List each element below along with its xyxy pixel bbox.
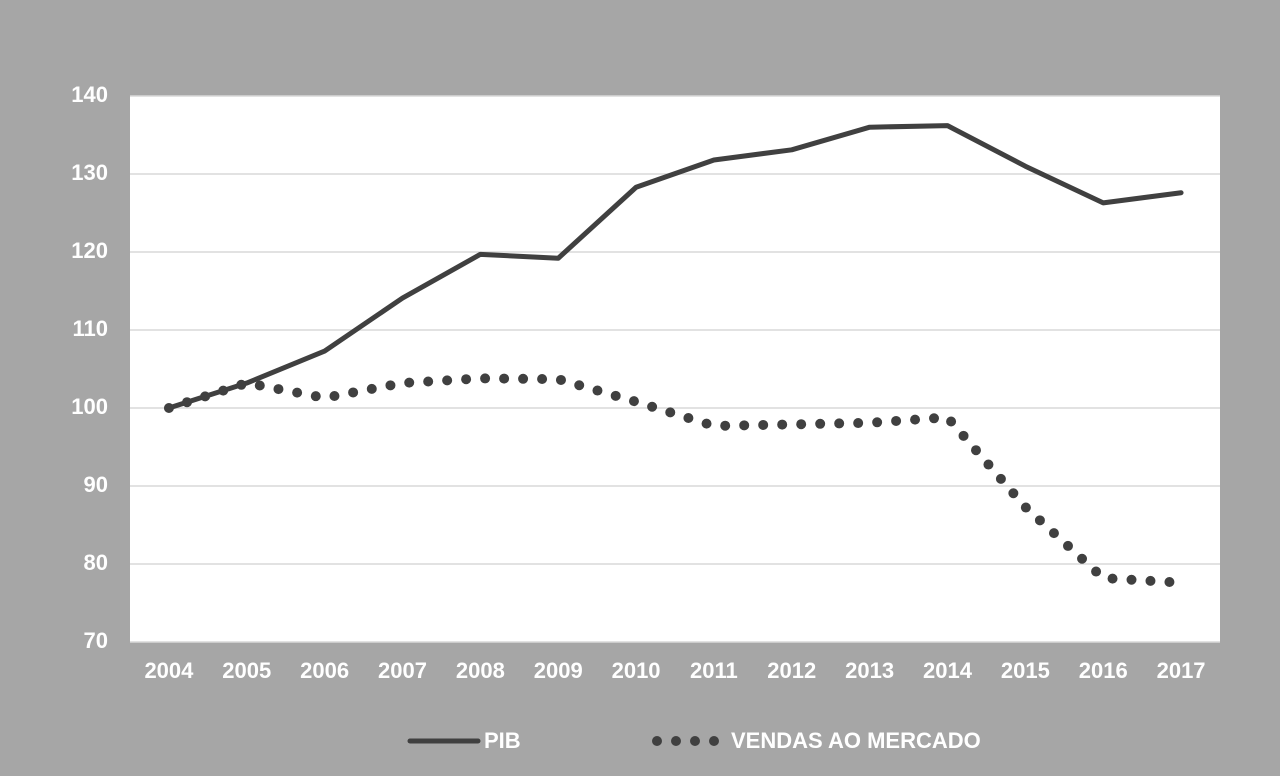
y-tick-label: 70 <box>84 628 108 653</box>
x-tick-label: 2014 <box>923 658 973 683</box>
x-tick-label: 2010 <box>612 658 661 683</box>
x-tick-label: 2004 <box>144 658 194 683</box>
plot-area <box>130 96 1220 642</box>
x-tick-label: 2017 <box>1157 658 1206 683</box>
x-tick-label: 2011 <box>690 658 738 683</box>
x-tick-label: 2009 <box>534 658 583 683</box>
x-tick-label: 2008 <box>456 658 505 683</box>
legend-label: PIB <box>484 728 521 753</box>
x-tick-label: 2006 <box>300 658 349 683</box>
y-tick-label: 110 <box>73 316 109 341</box>
y-tick-label: 140 <box>71 82 108 107</box>
y-tick-label: 90 <box>84 472 108 497</box>
series-line <box>163 373 1187 588</box>
x-tick-label: 2007 <box>378 658 427 683</box>
x-tick-label: 2013 <box>845 658 894 683</box>
legend-label: VENDAS AO MERCADO <box>731 728 981 753</box>
series-line <box>166 123 1184 411</box>
y-tick-label: 80 <box>84 550 108 575</box>
x-tick-label: 2005 <box>222 658 271 683</box>
y-tick-label: 130 <box>71 160 108 185</box>
x-tick-label: 2015 <box>1001 658 1050 683</box>
x-tick-label: 2016 <box>1079 658 1128 683</box>
y-tick-label: 120 <box>71 238 108 263</box>
x-tick-label: 2012 <box>767 658 816 683</box>
y-tick-label: 100 <box>71 394 108 419</box>
